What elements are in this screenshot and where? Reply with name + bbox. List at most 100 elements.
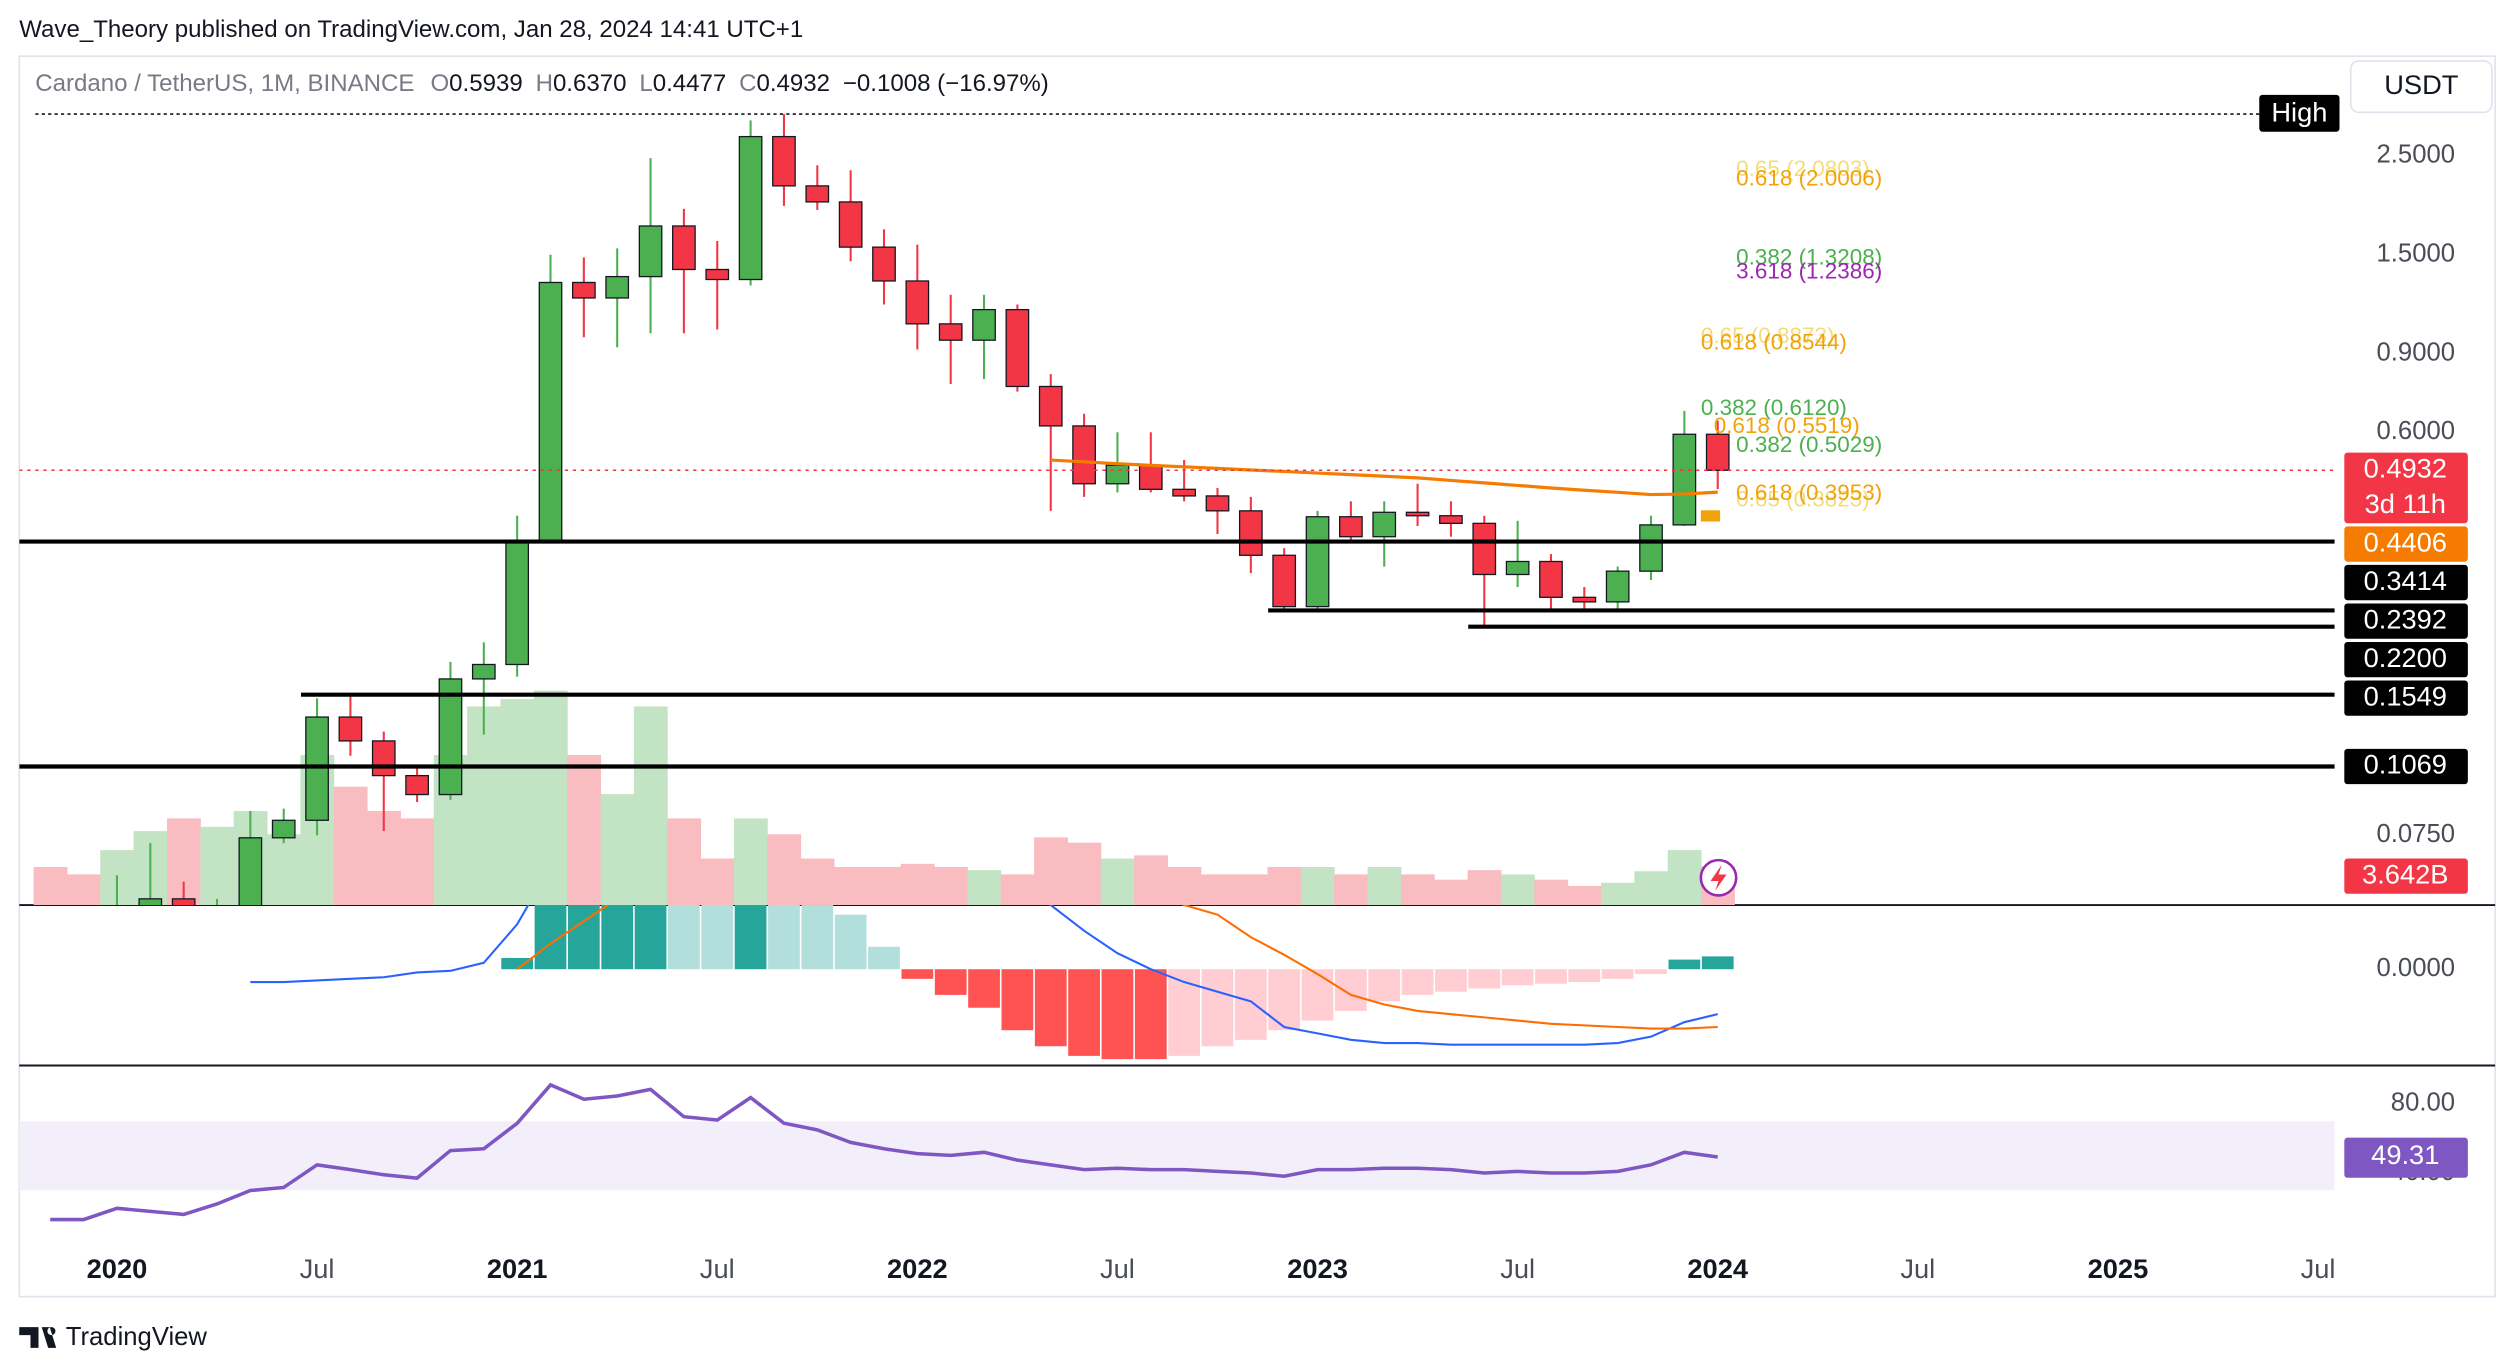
macd-histogram-bar [1668, 959, 1701, 970]
fib-label: 0.65 (0.3823) [1736, 487, 1870, 512]
last-price-box [2344, 452, 2468, 524]
volume-bar [333, 786, 368, 906]
candle-body [1105, 464, 1130, 485]
candle-body [805, 185, 830, 203]
ohlc-value: 0.4932 [756, 70, 830, 97]
candle-body [1472, 522, 1497, 576]
volume-bar [33, 867, 68, 906]
volume-bar [1534, 879, 1569, 906]
alert-icon[interactable] [1699, 858, 1738, 897]
currency-button-box[interactable] [2349, 60, 2493, 114]
alert-bolt [1710, 864, 1727, 891]
candle-body [1138, 464, 1163, 490]
candle-body [1172, 488, 1197, 497]
volume-bar [800, 858, 835, 906]
macd-histogram-bar [1468, 969, 1501, 989]
macd-histogram-bar [1268, 969, 1301, 1031]
candle-body [505, 541, 530, 666]
volume-bar [1367, 867, 1402, 906]
fib-label: 3.618 (1.2386) [1736, 259, 1882, 284]
candle-body [1238, 510, 1263, 556]
y-tick-label: 0.9000 [2377, 338, 2455, 366]
rsi-band [19, 1121, 2335, 1191]
currency-button[interactable]: USDT [2349, 60, 2493, 114]
candle-body [238, 837, 263, 906]
brand-logo: TradingView [19, 1323, 207, 1351]
rsi-value-label: 49.31 [2371, 1139, 2439, 1170]
x-tick-label: Jul [2301, 1253, 2336, 1284]
fib-label: 0.382 (1.3208) [1736, 244, 1882, 269]
volume-bar [867, 867, 902, 906]
fib-label: 0.382 (0.5029) [1736, 432, 1882, 457]
candle-body [1539, 560, 1563, 598]
level-value-label: 0.2200 [2364, 642, 2447, 673]
macd-histogram-bar [734, 905, 767, 970]
macd-histogram-bar [934, 969, 967, 995]
x-tick-label: 2025 [2088, 1253, 2149, 1284]
level-value-box [2344, 680, 2468, 716]
last-price-label: 0.4932 [2364, 452, 2447, 483]
level-value-label: 0.3414 [2364, 565, 2447, 596]
candle-body [405, 774, 429, 796]
candle-body [738, 135, 763, 281]
x-tick-label: 2023 [1287, 1253, 1348, 1284]
fib-marker [1700, 510, 1721, 522]
y-tick-label: 0.0750 [2377, 820, 2455, 848]
candle-body [1372, 511, 1397, 538]
macd-histogram-bar [1335, 969, 1367, 1011]
volume-bar [1567, 886, 1602, 906]
volume-bar [66, 874, 101, 906]
label-layer: Cardano / TetherUS, 1M, BINANCE O0.5939 H0… [19, 60, 2493, 1351]
candle-body [1672, 433, 1697, 526]
volume-bar [1500, 874, 1535, 906]
ema-line [1050, 458, 1718, 497]
macd-histogram-bar [668, 905, 700, 970]
signal-line [516, 905, 1718, 1030]
macd-histogram-bar [634, 905, 667, 970]
x-tick-label: Jul [300, 1253, 335, 1284]
rsi-layer [19, 1082, 2335, 1222]
x-tick-label: Jul [1100, 1253, 1135, 1284]
y-tick-label: 2.5000 [2377, 141, 2455, 169]
currency-button-label[interactable]: USDT [2384, 69, 2459, 100]
last-price-label: 3d 11h [2365, 488, 2446, 519]
volume-bar [1300, 867, 1335, 906]
macd-histogram-bar [1234, 969, 1267, 1040]
volume-bar [700, 858, 735, 906]
fib-label: 0.618 (0.8544) [1701, 329, 1847, 354]
macd-histogram-bar [968, 969, 1000, 1008]
volume-bar [500, 699, 535, 906]
level-value-label: 0.2392 [2364, 603, 2447, 634]
fib-label: 0.618 (0.3953) [1736, 480, 1882, 505]
candle-body [972, 308, 996, 341]
volume-bar [1467, 870, 1502, 906]
candle-body [138, 898, 163, 906]
macd-histogram-bar [1635, 969, 1667, 975]
volume-bar [1100, 858, 1135, 906]
volume-bar [1167, 867, 1202, 906]
macd-histogram-bar [1301, 969, 1334, 1021]
candle-body [1405, 511, 1430, 517]
volume-bar [1200, 874, 1235, 906]
macd-histogram-bar [768, 905, 800, 970]
candle-body [838, 201, 863, 248]
volume-bar [1000, 874, 1035, 906]
volume-bar [1067, 842, 1102, 906]
candle-body [1339, 516, 1363, 538]
symbol-title: Cardano / TetherUS, 1M, BINANCE [35, 70, 414, 97]
candle-body [872, 246, 896, 282]
candle-body [772, 135, 796, 187]
candle-body [605, 275, 630, 299]
volume-bar [200, 826, 235, 906]
y-tick-label: 0.6000 [2377, 417, 2455, 445]
macd-histogram-bar [1001, 969, 1034, 1031]
ohlc-key: C [739, 70, 756, 97]
macd-histogram-bar [1501, 969, 1534, 986]
candle-body [305, 716, 329, 821]
candle-body [1005, 308, 1030, 388]
macd-layer [250, 905, 1734, 1060]
candle-body [1505, 560, 1530, 576]
fib-label: 0.65 (0.8873) [1701, 323, 1835, 348]
x-tick-label: 2020 [87, 1253, 148, 1284]
